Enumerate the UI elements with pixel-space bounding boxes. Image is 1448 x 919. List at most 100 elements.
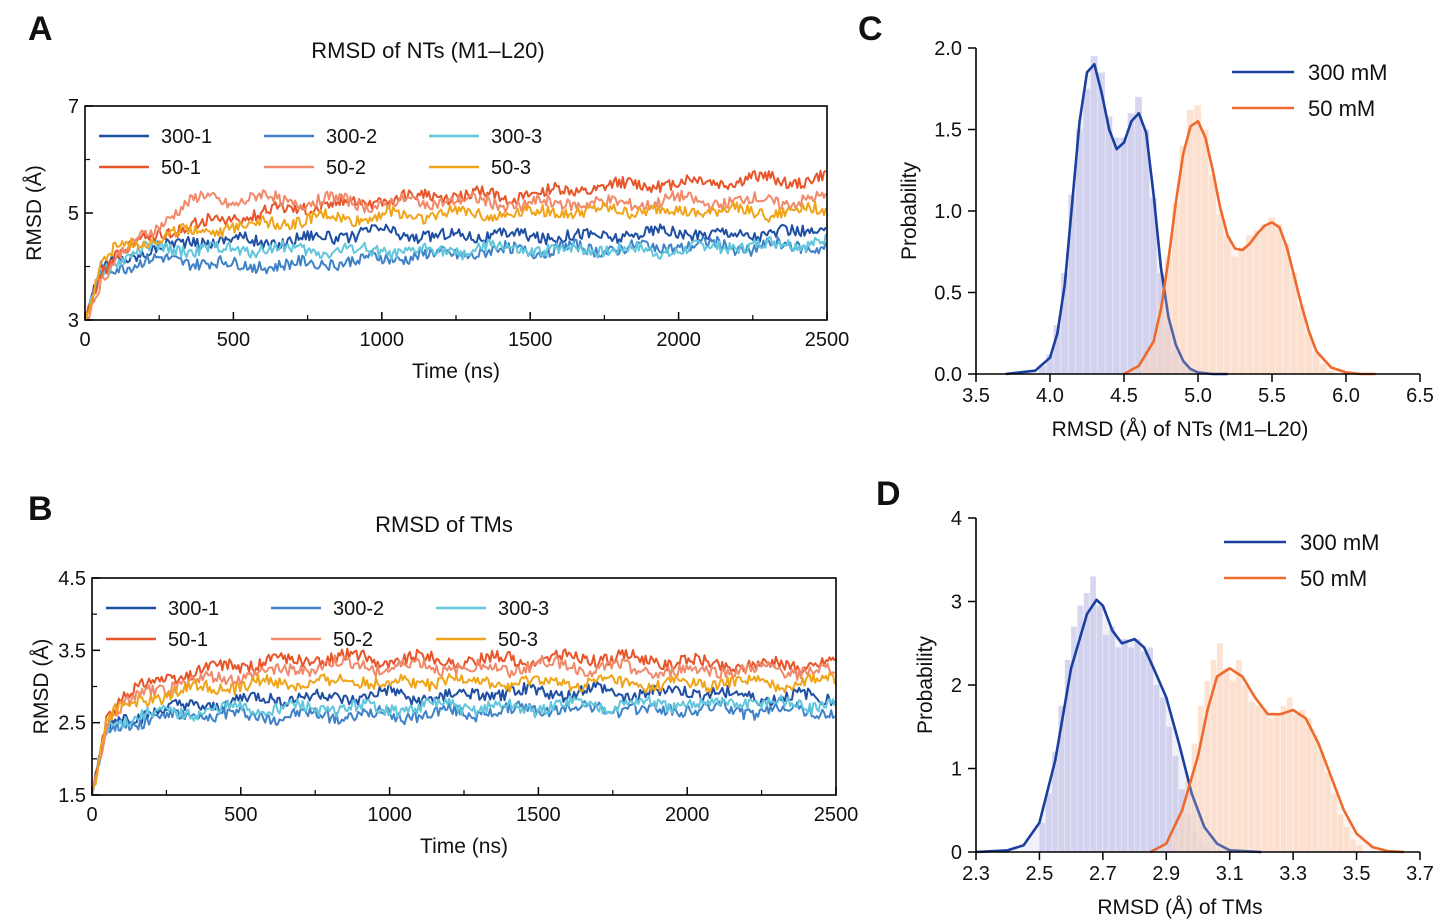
- panel-c-hist-bar-50: [1179, 145, 1187, 374]
- panel-c-hist-bar-50: [1223, 235, 1231, 374]
- panel-d-hist-bar-50: [1356, 845, 1363, 852]
- panel-d-hist-bar-50: [1229, 680, 1236, 852]
- panel-a-xlabel: Time (ns): [412, 360, 500, 383]
- panel-d-hist-bar-50: [1343, 826, 1350, 852]
- panel-b-xtick-label: 1500: [516, 804, 561, 826]
- panel-a-legend-label-50-3: 50-3: [491, 157, 531, 179]
- panel-b-title: RMSD of TMs: [375, 512, 513, 537]
- panel-d-hist-bar-300: [1159, 697, 1166, 852]
- panel-d-hist-bar-300: [1128, 647, 1134, 852]
- panel-a-legend-label-300-2: 300-2: [326, 126, 377, 148]
- panel-c-hist-bar-300: [1090, 56, 1098, 375]
- panel-c-hist-bar-50: [1238, 246, 1246, 374]
- panel-a-xtick-label: 1000: [360, 329, 405, 351]
- panel-c-xtick-label: 3.5: [962, 385, 990, 407]
- panel-d-hist-bar-50: [1185, 781, 1192, 852]
- panel-d-hist-bar-50: [1293, 714, 1299, 852]
- panel-label-d: D: [876, 475, 901, 513]
- panel-c-kde-line-50: [1123, 120, 1376, 376]
- panel-d-hist-bar-300: [1134, 639, 1141, 852]
- panel-d-xlabel: RMSD (Å) of TMs: [1097, 896, 1262, 919]
- panel-d-hist-bar-300: [1121, 639, 1128, 852]
- panel-c-ytick-label: 2.0: [934, 38, 962, 60]
- panel-d-hist-bar-300: [1077, 605, 1084, 852]
- panel-d-hist-bar-50: [1217, 643, 1223, 852]
- panel-d-ytick-label: 2: [951, 675, 962, 697]
- panel-c-ylabel: Probability: [898, 161, 921, 260]
- panel-c-hist-bar-50: [1283, 243, 1290, 374]
- panel-d-hist-bar-300: [1064, 659, 1071, 852]
- panel-d-hist-bar-50: [1172, 835, 1179, 852]
- panel-b-series-50-2: [91, 654, 836, 796]
- panel-c-hist-bar-300: [1083, 88, 1091, 374]
- panel-c-hist-bar-50: [1186, 109, 1194, 374]
- panel-b-series-300-3: [91, 694, 836, 796]
- panel-d-kde-fill-50: [1150, 668, 1405, 852]
- panel-b-legend-label-300-3: 300-3: [498, 598, 549, 620]
- panel-d-hist-bar-50: [1236, 659, 1242, 852]
- panel-c-legend-label-300: 300 mM: [1308, 60, 1387, 85]
- panel-d-hist-bar-50: [1350, 839, 1356, 852]
- panel-b-xtick-label: 1000: [367, 804, 412, 826]
- panel-c-xtick-label: 6.5: [1406, 385, 1434, 407]
- panel-c-hist-bar-50: [1297, 305, 1305, 374]
- panel-d-hist-bar-300: [1102, 634, 1109, 852]
- panel-d-hist-bar-50: [1267, 718, 1274, 852]
- panel-d-hist-bar-50: [1261, 710, 1268, 852]
- panel-d-hist-bar-300: [1153, 685, 1160, 852]
- panel-c-ytick-label: 0.0: [934, 364, 962, 386]
- panel-d-xtick-label: 2.5: [1026, 863, 1054, 885]
- panel-a-ylabel: RMSD (Å): [23, 165, 46, 261]
- panel-c-hist-bar-300: [1075, 129, 1083, 374]
- panel-a-series-300-3: [84, 233, 827, 321]
- panel-c-hist-bar-300: [1127, 113, 1135, 374]
- panel-b-legend-label-50-1: 50-1: [168, 629, 208, 651]
- panel-d-xtick-label: 2.3: [962, 863, 990, 885]
- panel-c-hist-bar-50: [1157, 305, 1165, 374]
- panel-d-hist-bar-300: [1058, 705, 1065, 852]
- panel-c-hist-bar-50: [1201, 129, 1209, 374]
- panel-a-ytick-label: 5: [68, 203, 79, 225]
- panel-c-xtick-label: 5.5: [1258, 385, 1286, 407]
- panel-d-xtick-label: 3.1: [1216, 863, 1244, 885]
- panel-c-hist-bar-50: [1149, 341, 1157, 374]
- panel-d-hist-bar-300: [1115, 647, 1122, 852]
- panel-d-hist-bar-300: [1052, 751, 1058, 852]
- panel-d-hist-bar-50: [1280, 705, 1287, 852]
- panel-c-hist-bar-50: [1142, 357, 1150, 374]
- panel-d-hist-bar-50: [1198, 705, 1204, 852]
- panel-d-ytick-label: 3: [951, 592, 962, 614]
- panel-a-series-50-1: [84, 169, 827, 321]
- panel-c-kde-fill-50: [1124, 121, 1376, 374]
- panel-c-xtick-label: 4.0: [1036, 385, 1064, 407]
- panel-b-series-50-3: [91, 672, 836, 796]
- panel-c-hist-bar-300: [1053, 325, 1061, 374]
- panel-c-hist-bar-50: [1172, 202, 1179, 374]
- panel-label-b: B: [28, 490, 53, 528]
- panel-d-hist-bar-50: [1248, 701, 1255, 852]
- panel-d-hist-bar-50: [1331, 793, 1337, 852]
- panel-d-hist-bar-50: [1255, 705, 1261, 852]
- panel-c-ytick-label: 0.5: [934, 283, 962, 305]
- panel-d-hist-bar-300: [1147, 647, 1153, 852]
- panel-d-hist-bar-50: [1242, 685, 1249, 852]
- panel-d-hist-bar-300: [1090, 576, 1096, 852]
- panel-d-hist-bar-50: [1274, 714, 1280, 852]
- panel-d-ylabel: Probability: [914, 635, 937, 734]
- panel-a-xtick-label: 500: [217, 329, 250, 351]
- panel-d-xtick-label: 2.7: [1089, 863, 1117, 885]
- panel-c-hist-bar-300: [1149, 197, 1157, 374]
- panel-a-series-300-2: [84, 235, 827, 321]
- panel-c-hist-bar-50: [1246, 235, 1253, 374]
- panel-d-hist-bar-50: [1299, 710, 1306, 852]
- panel-a-xtick-label: 0: [79, 329, 90, 351]
- panel-c-hist-bar-50: [1327, 370, 1335, 374]
- panel-d-ytick-label: 1: [951, 759, 962, 781]
- panel-d-legend-label-50: 50 mM: [1300, 566, 1367, 591]
- panel-a-ytick-label: 3: [68, 310, 79, 332]
- panel-a-xtick-label: 2000: [656, 329, 701, 351]
- panel-d-hist-bar-300: [1172, 755, 1179, 852]
- panel-d-hist-bar-50: [1210, 659, 1217, 852]
- panel-d-hist-bar-300: [1109, 626, 1115, 852]
